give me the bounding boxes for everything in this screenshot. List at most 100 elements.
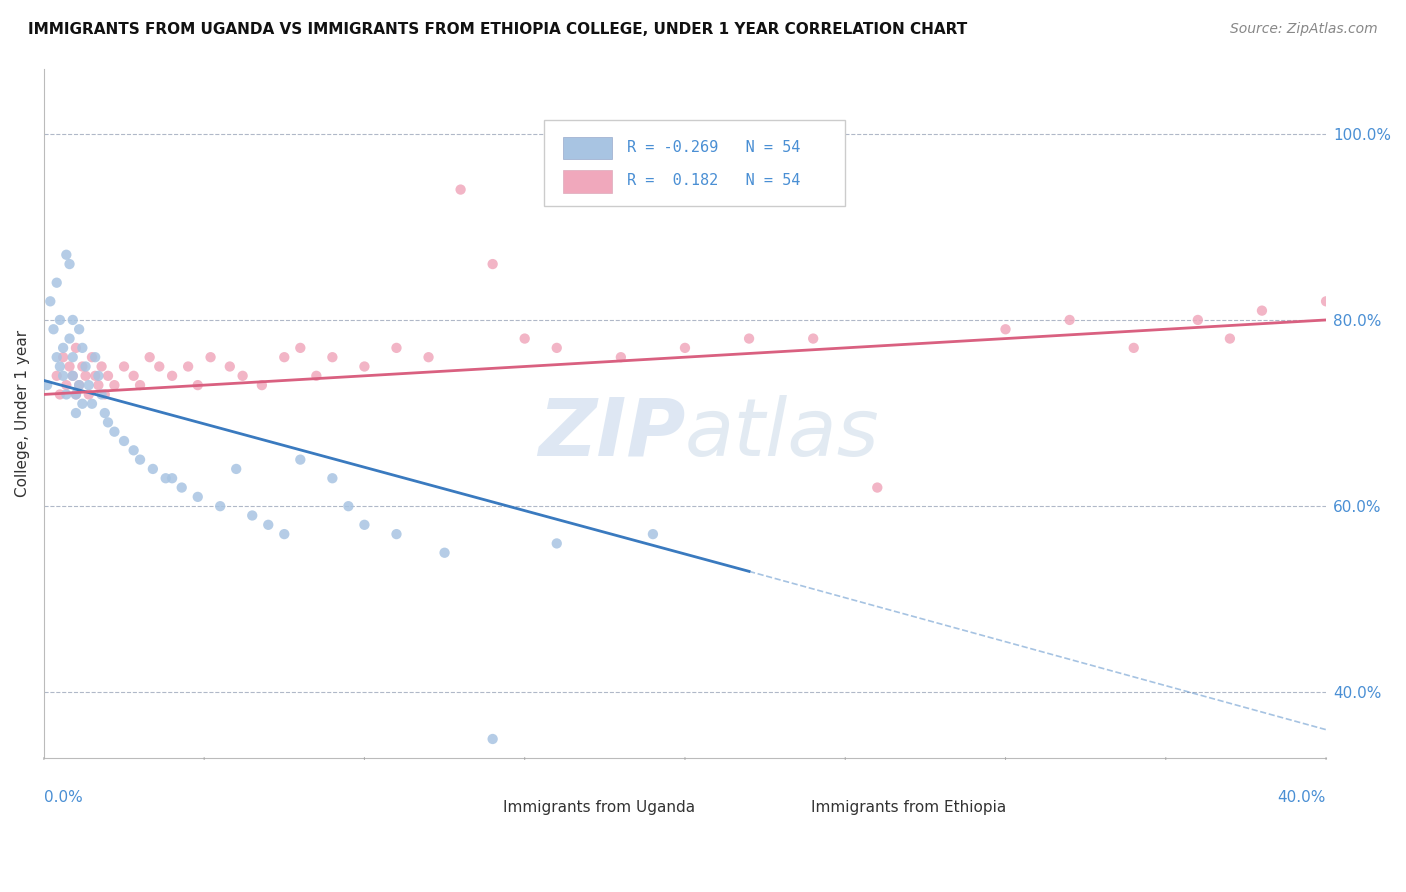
- Point: [673, 341, 696, 355]
- Y-axis label: College, Under 1 year: College, Under 1 year: [15, 329, 30, 497]
- Text: R = -0.269   N = 54: R = -0.269 N = 54: [627, 139, 800, 154]
- Point: [546, 536, 568, 550]
- Point: [90, 359, 112, 374]
- Point: [200, 350, 222, 364]
- Point: [84, 368, 107, 383]
- Point: [45, 276, 67, 290]
- Point: [1219, 332, 1241, 346]
- Point: [273, 527, 295, 541]
- Point: [94, 387, 117, 401]
- Point: [994, 322, 1017, 336]
- Point: [97, 416, 120, 430]
- Point: [58, 359, 80, 374]
- Point: [65, 387, 87, 401]
- Point: [67, 378, 90, 392]
- Point: [1122, 341, 1144, 355]
- Point: [129, 452, 152, 467]
- Point: [433, 546, 456, 560]
- FancyBboxPatch shape: [544, 120, 845, 206]
- Point: [738, 779, 761, 793]
- Point: [1187, 313, 1209, 327]
- Point: [546, 341, 568, 355]
- Point: [209, 499, 232, 513]
- Point: [866, 481, 889, 495]
- Point: [187, 490, 209, 504]
- Point: [250, 378, 273, 392]
- Point: [1315, 294, 1337, 309]
- Point: [112, 359, 135, 374]
- Point: [58, 332, 80, 346]
- FancyBboxPatch shape: [755, 799, 800, 816]
- Point: [801, 332, 824, 346]
- Point: [225, 462, 247, 476]
- Text: Immigrants from Ethiopia: Immigrants from Ethiopia: [811, 800, 1005, 814]
- Point: [112, 434, 135, 448]
- Point: [337, 499, 360, 513]
- Point: [75, 368, 97, 383]
- Point: [218, 359, 240, 374]
- Point: [80, 397, 103, 411]
- Text: atlas: atlas: [685, 395, 880, 473]
- Point: [52, 368, 75, 383]
- Point: [65, 387, 87, 401]
- Point: [418, 350, 440, 364]
- Point: [122, 368, 145, 383]
- Point: [305, 368, 328, 383]
- Point: [62, 313, 84, 327]
- Point: [321, 471, 343, 485]
- Point: [45, 350, 67, 364]
- Point: [142, 462, 165, 476]
- Point: [148, 359, 170, 374]
- Point: [72, 397, 94, 411]
- Point: [641, 527, 664, 541]
- Point: [80, 350, 103, 364]
- Point: [77, 387, 100, 401]
- Point: [385, 341, 408, 355]
- Point: [58, 257, 80, 271]
- Point: [160, 471, 183, 485]
- Point: [55, 248, 77, 262]
- Point: [97, 368, 120, 383]
- Point: [353, 359, 375, 374]
- Point: [87, 378, 110, 392]
- Point: [155, 471, 177, 485]
- Point: [273, 350, 295, 364]
- FancyBboxPatch shape: [564, 169, 612, 193]
- Point: [481, 731, 503, 746]
- Point: [65, 406, 87, 420]
- Point: [94, 406, 117, 420]
- Point: [610, 350, 633, 364]
- Point: [122, 443, 145, 458]
- Point: [55, 387, 77, 401]
- Point: [232, 368, 254, 383]
- Point: [84, 350, 107, 364]
- Point: [42, 322, 65, 336]
- Point: [35, 378, 58, 392]
- Point: [77, 378, 100, 392]
- Point: [353, 517, 375, 532]
- Text: Immigrants from Uganda: Immigrants from Uganda: [503, 800, 695, 814]
- Point: [177, 359, 200, 374]
- Point: [513, 332, 536, 346]
- Point: [39, 294, 62, 309]
- Point: [1059, 313, 1081, 327]
- Text: 40.0%: 40.0%: [1278, 790, 1326, 805]
- Point: [52, 350, 75, 364]
- Point: [290, 452, 312, 467]
- Point: [385, 527, 408, 541]
- Point: [45, 368, 67, 383]
- Point: [67, 378, 90, 392]
- Point: [187, 378, 209, 392]
- Point: [55, 378, 77, 392]
- Point: [129, 378, 152, 392]
- Point: [72, 359, 94, 374]
- Point: [65, 341, 87, 355]
- Text: Source: ZipAtlas.com: Source: ZipAtlas.com: [1230, 22, 1378, 37]
- Text: 0.0%: 0.0%: [44, 790, 83, 805]
- Point: [62, 368, 84, 383]
- Point: [321, 350, 343, 364]
- FancyBboxPatch shape: [564, 136, 612, 160]
- FancyBboxPatch shape: [447, 799, 492, 816]
- Point: [67, 322, 90, 336]
- Point: [49, 313, 72, 327]
